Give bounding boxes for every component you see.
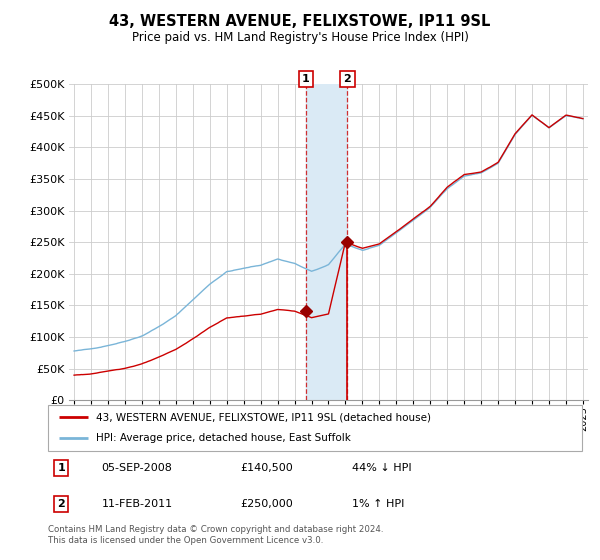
Text: 1% ↑ HPI: 1% ↑ HPI xyxy=(352,499,405,509)
Text: 43, WESTERN AVENUE, FELIXSTOWE, IP11 9SL: 43, WESTERN AVENUE, FELIXSTOWE, IP11 9SL xyxy=(109,14,491,29)
Text: 1: 1 xyxy=(58,463,65,473)
FancyBboxPatch shape xyxy=(48,405,582,451)
Text: £250,000: £250,000 xyxy=(240,499,293,509)
Bar xyxy=(306,84,347,400)
Text: Contains HM Land Registry data © Crown copyright and database right 2024.
This d: Contains HM Land Registry data © Crown c… xyxy=(48,525,383,545)
Text: 43, WESTERN AVENUE, FELIXSTOWE, IP11 9SL (detached house): 43, WESTERN AVENUE, FELIXSTOWE, IP11 9SL… xyxy=(96,412,431,422)
Text: Price paid vs. HM Land Registry's House Price Index (HPI): Price paid vs. HM Land Registry's House … xyxy=(131,31,469,44)
Text: £140,500: £140,500 xyxy=(240,463,293,473)
Text: 44% ↓ HPI: 44% ↓ HPI xyxy=(352,463,412,473)
Text: HPI: Average price, detached house, East Suffolk: HPI: Average price, detached house, East… xyxy=(96,433,351,444)
Text: 1: 1 xyxy=(302,74,310,84)
Text: 2: 2 xyxy=(344,74,352,84)
Text: 2: 2 xyxy=(58,499,65,509)
Text: 05-SEP-2008: 05-SEP-2008 xyxy=(101,463,172,473)
Text: 11-FEB-2011: 11-FEB-2011 xyxy=(101,499,173,509)
